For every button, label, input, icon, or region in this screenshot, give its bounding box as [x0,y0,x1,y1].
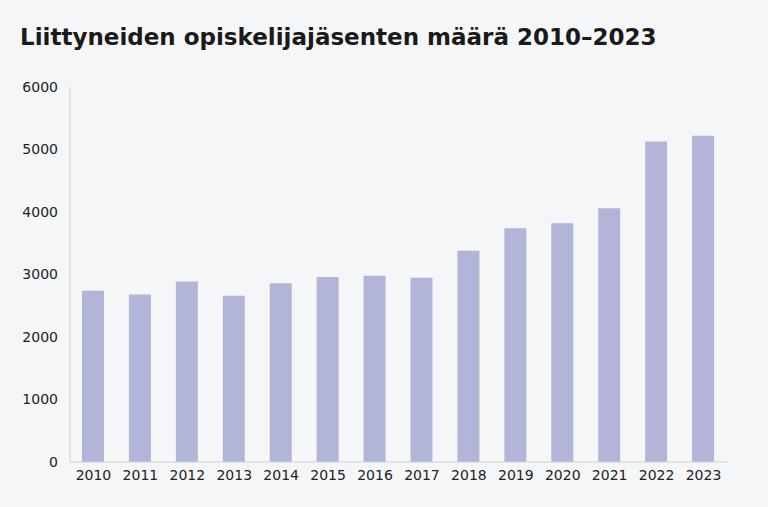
svg-text:2021: 2021 [592,467,628,483]
svg-text:6000: 6000 [22,79,58,95]
html-text:Liittyneiden opiskelijajäsente: Liittyneiden opiskelijajäsenten määrä 20… [20,24,657,50]
svg-text:2016: 2016 [357,467,393,483]
svg-text:2011: 2011 [123,467,159,483]
svg-text:2013: 2013 [216,467,252,483]
svg-text:2020: 2020 [545,467,581,483]
svg-text:2000: 2000 [22,329,58,345]
svg-text:1000: 1000 [22,391,58,407]
svg-text:2015: 2015 [310,467,346,483]
svg-text:2023: 2023 [686,467,722,483]
svg-text:4000: 4000 [22,204,58,220]
svg-text:2019: 2019 [498,467,534,483]
svg-text:3000: 3000 [22,266,58,282]
svg-text:2012: 2012 [170,467,206,483]
svg-text:2018: 2018 [451,467,487,483]
svg-text:2017: 2017 [404,467,440,483]
svg-text:2014: 2014 [263,467,299,483]
svg-text:0: 0 [49,454,58,470]
svg-text:2022: 2022 [639,467,675,483]
svg-text:2010: 2010 [76,467,112,483]
svg-text:5000: 5000 [22,141,58,157]
